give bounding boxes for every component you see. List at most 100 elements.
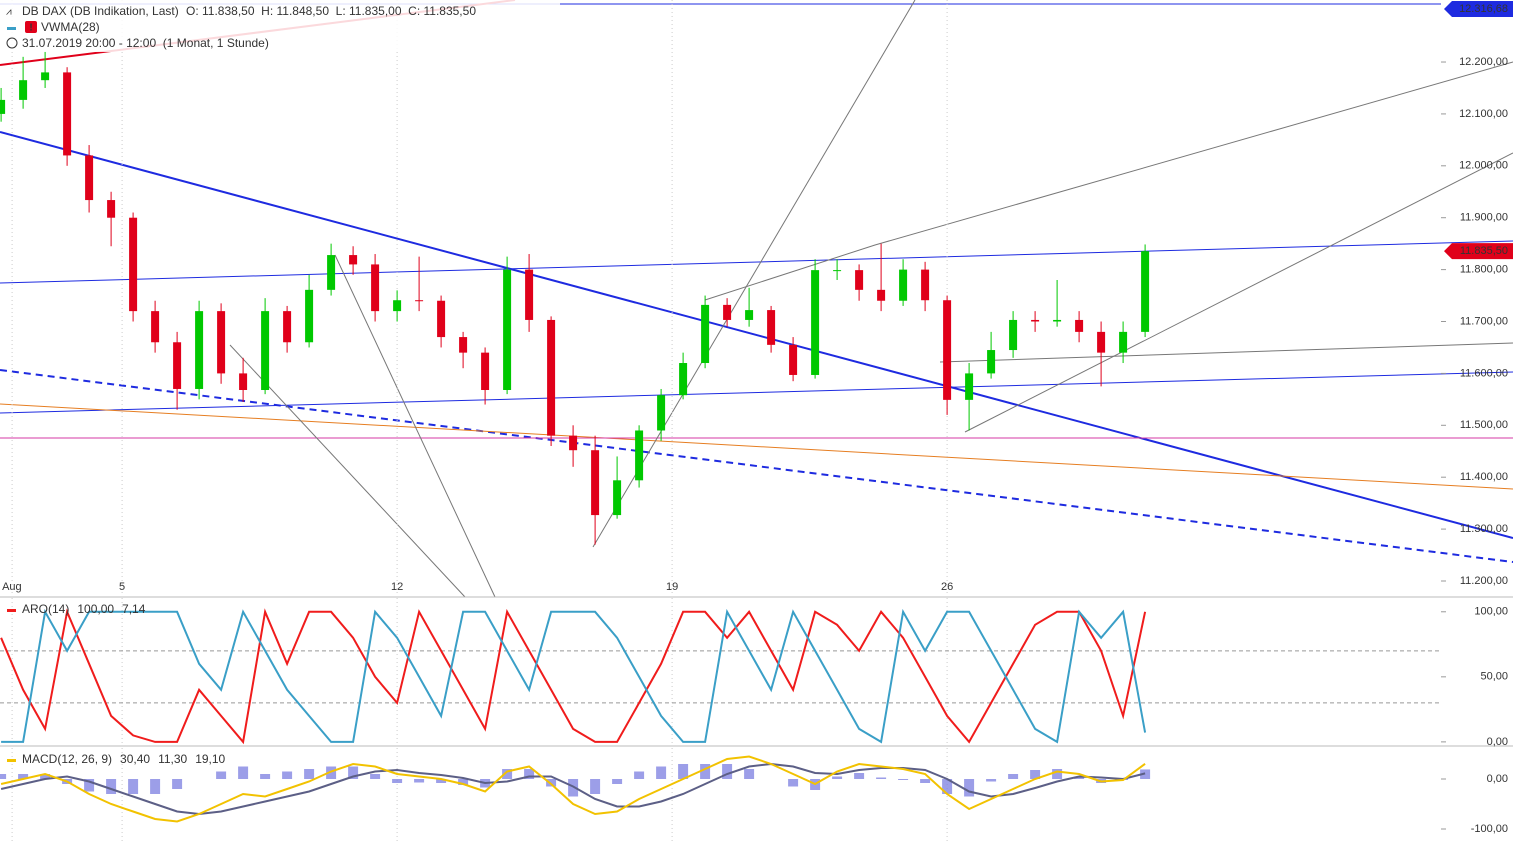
- candle-body: [789, 344, 798, 375]
- vwma-icon: [7, 27, 16, 30]
- candle-body: [1097, 331, 1106, 353]
- histogram-bar: [216, 771, 227, 779]
- histogram-bar: [458, 779, 469, 785]
- histogram-bar: [898, 779, 909, 780]
- histogram-bar: [326, 766, 337, 779]
- candle-body: [107, 200, 116, 218]
- histogram-bar: [1052, 769, 1063, 779]
- histogram-bar: [964, 779, 975, 797]
- trend-line: [229, 344, 466, 598]
- instrument: DB DAX (DB Indikation, Last): [22, 4, 179, 18]
- histogram-bar: [942, 779, 953, 794]
- histogram-bar: [1008, 774, 1019, 779]
- histogram-bar: [128, 779, 139, 794]
- trend-line: [0, 131, 1513, 539]
- legend-value: 11,30: [158, 752, 187, 766]
- candle-body: [349, 255, 358, 265]
- histogram-bar: [106, 779, 117, 794]
- trend-line: [334, 254, 496, 598]
- header-bg: [0, 0, 560, 52]
- legend-value: 100,00: [77, 602, 114, 616]
- y-tick-label: 11.200,00: [1460, 575, 1508, 587]
- candle-body: [569, 435, 578, 451]
- candle-body: [129, 217, 138, 312]
- y-tick-label: 50,00: [1480, 671, 1508, 683]
- price-tag-label: 12.316,68: [1459, 3, 1508, 15]
- histogram-bar: [832, 776, 843, 779]
- y-tick-label: 11.800,00: [1460, 264, 1508, 276]
- legend-value: 19,10: [195, 752, 225, 766]
- histogram-bar: [744, 769, 755, 779]
- legend-swatch: [7, 759, 16, 762]
- y-tick-label: 12.200,00: [1459, 56, 1508, 68]
- candle-body: [635, 430, 644, 481]
- y-tick-label: 0,00: [1487, 736, 1508, 748]
- histogram-bar: [612, 779, 623, 784]
- warning-mark: !: [29, 23, 32, 34]
- candle-body: [63, 72, 72, 156]
- x-tick-label: Aug: [2, 581, 22, 593]
- price-tag: [1444, 243, 1513, 260]
- candle-body: [1009, 319, 1018, 351]
- clock-icon: [6, 37, 18, 49]
- y-tick-label: 11.400,00: [1460, 471, 1508, 483]
- legend-value: 7,14: [122, 602, 146, 616]
- candle-body: [503, 269, 512, 391]
- histogram-bar: [18, 774, 29, 779]
- histogram-bar: [304, 769, 315, 779]
- trend-line: [0, 403, 1513, 490]
- y-tick-label: 100,00: [1474, 606, 1508, 618]
- candle-body: [877, 289, 886, 301]
- candle-body: [217, 311, 226, 374]
- histogram-bar: [238, 766, 249, 779]
- candle-body: [1119, 331, 1128, 353]
- histogram-bar: [634, 771, 645, 779]
- candle-body: [1075, 319, 1084, 332]
- candle-body: [1141, 251, 1150, 332]
- price-tag-label: 11.835,50: [1460, 245, 1508, 257]
- candle-body: [833, 270, 842, 272]
- candle-body: [41, 72, 50, 81]
- histogram-bar: [678, 764, 689, 779]
- histogram-bar: [0, 774, 7, 779]
- ohlc: O: 11.838,50 H: 11.848,50 L: 11.835,00 C…: [186, 4, 476, 18]
- histogram-bar: [40, 774, 51, 779]
- candle-body: [261, 311, 270, 391]
- series-line: [0, 755, 1146, 823]
- legend-name: MACD(12, 26, 9): [22, 752, 112, 766]
- histogram-bar: [392, 779, 403, 783]
- histogram-bar: [986, 779, 997, 782]
- histogram-bar: [84, 779, 95, 792]
- candle-body: [921, 269, 930, 301]
- trend-line: [704, 61, 1513, 301]
- candle-body: [305, 289, 314, 343]
- series-line: [0, 608, 1147, 745]
- candle-body: [327, 255, 336, 290]
- header: ⩘ DB DAX (DB Indikation, Last) O: 11.838…: [0, 0, 560, 52]
- warning-icon: [25, 21, 37, 33]
- histogram-bar: [282, 771, 293, 779]
- candle-body: [85, 155, 94, 201]
- legend-value: 30,40: [120, 752, 150, 766]
- histogram-bar: [1074, 776, 1085, 779]
- histogram-bar: [854, 773, 865, 779]
- candle-body: [987, 350, 996, 374]
- histogram-bar: [172, 779, 183, 789]
- histogram-bar: [436, 779, 447, 783]
- candle-body: [393, 300, 402, 312]
- candle-body: [437, 300, 446, 338]
- y-tick-label: 0,00: [1487, 773, 1508, 785]
- candle-body: [657, 395, 666, 431]
- histogram-bar: [260, 774, 271, 779]
- y-tick-label: 11.300,00: [1460, 523, 1508, 535]
- y-tick-label: 11.500,00: [1460, 419, 1508, 431]
- legend-name: ARO(14): [22, 602, 69, 616]
- candle-body: [943, 300, 952, 400]
- histogram-bar: [788, 779, 799, 787]
- candle-body: [767, 310, 776, 345]
- trend-line: [0, 371, 1513, 414]
- candle-body: [173, 342, 182, 389]
- period: 31.07.2019 20:00 - 12:00 (1 Monat, 1 Stu…: [22, 36, 269, 50]
- y-tick-label: -100,00: [1471, 823, 1508, 835]
- price-tag: [1444, 1, 1513, 17]
